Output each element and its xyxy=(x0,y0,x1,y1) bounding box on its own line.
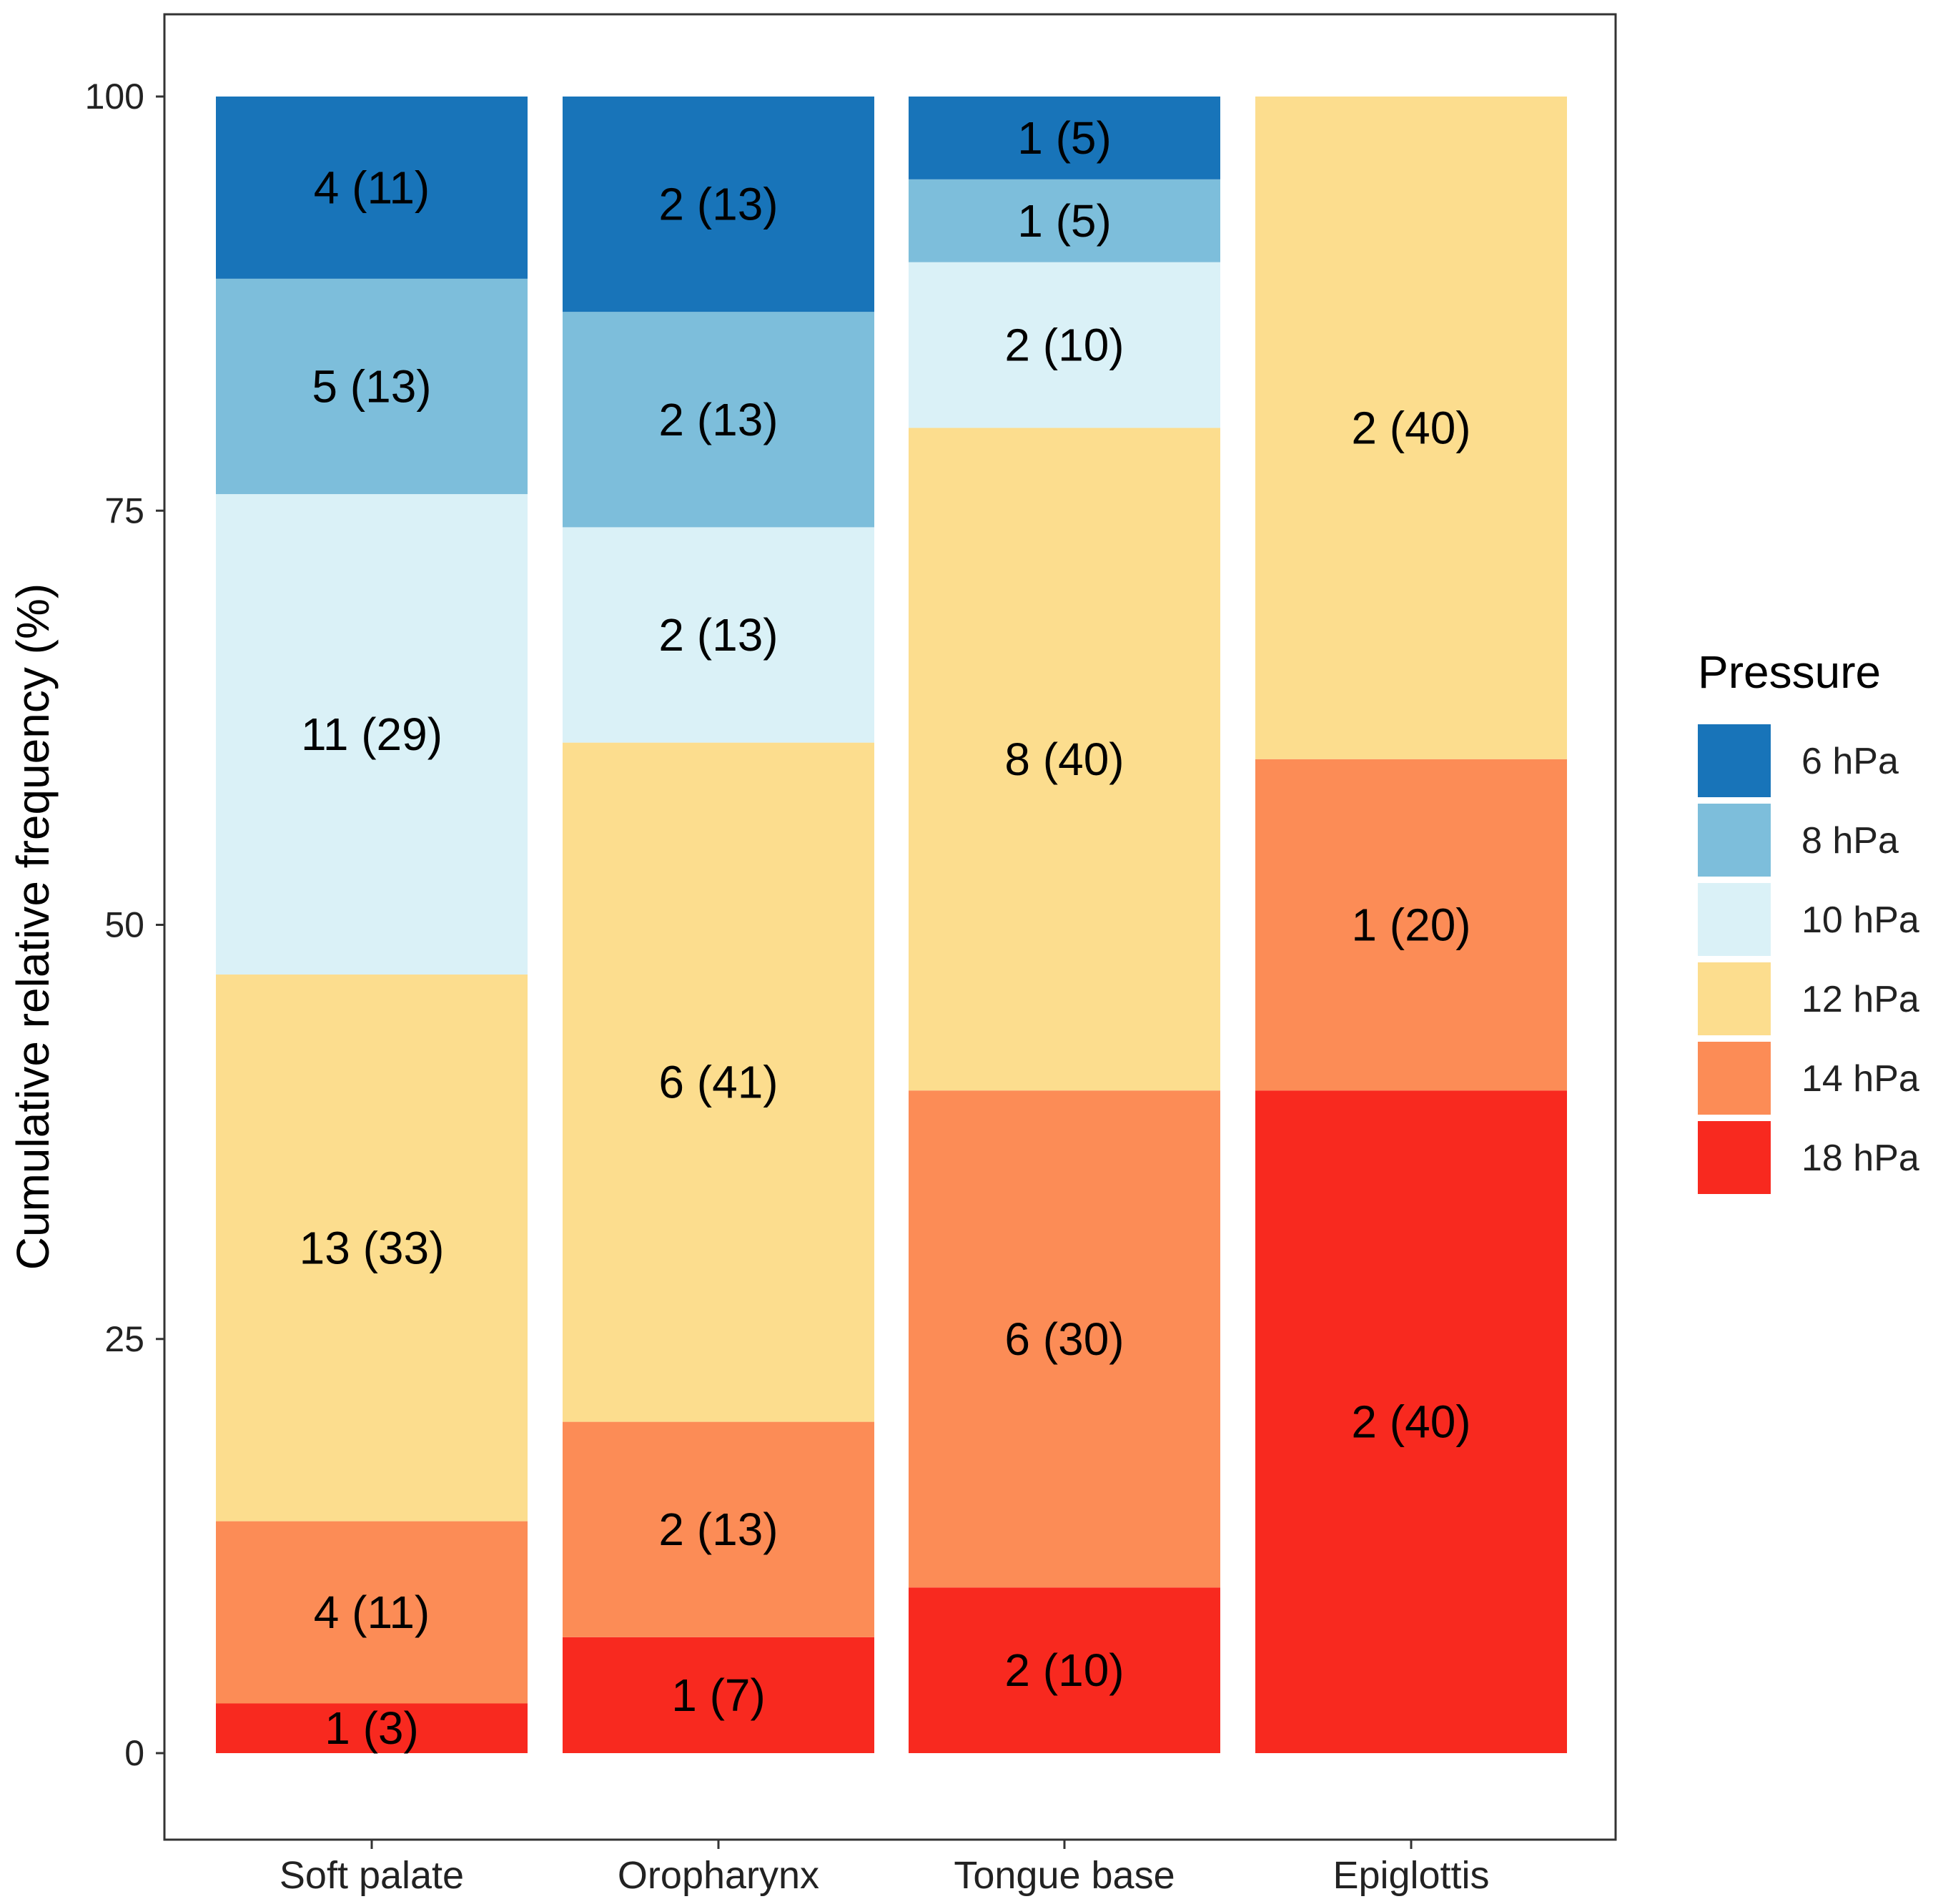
bar-label: 1 (5) xyxy=(1017,195,1112,247)
bar-segment-tongue-base-10hpa xyxy=(909,262,1220,428)
x-axis: Soft palate Oropharynx Tongue base Epiglott… xyxy=(280,1840,1490,1897)
bar-label: 6 (41) xyxy=(658,1057,778,1108)
bar-segment-oropharynx-8hpa xyxy=(563,312,874,528)
bar-label: 2 (13) xyxy=(658,609,778,661)
bar-segment-soft-palate-12hpa xyxy=(216,975,528,1521)
legend-label: 10 hPa xyxy=(1801,899,1919,941)
y-tick-label: 50 xyxy=(104,905,144,945)
bar-segment-tongue-base-12hpa xyxy=(909,428,1220,1091)
y-tick-label: 100 xyxy=(85,77,144,117)
bar-segment-epiglottis-12hpa xyxy=(1255,97,1567,759)
y-tick-label: 25 xyxy=(104,1319,144,1359)
bar-segment-tongue-base-6hpa xyxy=(909,97,1220,179)
legend-label: 6 hPa xyxy=(1801,741,1899,782)
bar-label: 2 (13) xyxy=(658,179,778,230)
bar-label: 1 (3) xyxy=(325,1702,419,1754)
bar-segment-soft-palate-10hpa xyxy=(216,494,528,975)
bar-label: 2 (13) xyxy=(658,394,778,445)
bar-label: 2 (10) xyxy=(1004,320,1124,371)
bar-label: 2 (10) xyxy=(1004,1644,1124,1696)
bar-segment-soft-palate-6hpa xyxy=(216,97,528,279)
bar-label: 6 (30) xyxy=(1004,1313,1124,1365)
x-tick-label: Epiglottis xyxy=(1333,1854,1489,1897)
plot-panel-border xyxy=(163,13,1617,1841)
bar-segment-oropharynx-12hpa xyxy=(563,742,874,1422)
bar-label: 5 (13) xyxy=(312,360,431,412)
bar-label: 1 (7) xyxy=(671,1669,766,1721)
legend-swatch xyxy=(1698,883,1771,956)
bar-label: 2 (40) xyxy=(1351,402,1470,453)
legend-swatch xyxy=(1698,1121,1771,1194)
bar-label: 8 (40) xyxy=(1004,734,1124,785)
bar-segment-oropharynx-10hpa xyxy=(563,527,874,743)
bars-layer xyxy=(216,97,1567,1753)
bar-segment-soft-palate-14hpa xyxy=(216,1521,528,1704)
bar-label: 1 (5) xyxy=(1017,112,1112,164)
bar-segment-epiglottis-14hpa xyxy=(1255,759,1567,1091)
bar-segment-oropharynx-6hpa xyxy=(563,97,874,312)
bar-segment-tongue-base-18hpa xyxy=(909,1587,1220,1753)
y-tick-label: 75 xyxy=(104,490,144,531)
legend-swatch xyxy=(1698,1042,1771,1115)
bar-segment-oropharynx-14hpa xyxy=(563,1421,874,1637)
bar-label: 13 (33) xyxy=(300,1222,445,1273)
bar-segment-oropharynx-18hpa xyxy=(563,1637,874,1753)
bar-labels-layer: 1 (3) 4 (11) 13 (33) 11 (29) 5 (13) 4 (11) 1 (… xyxy=(300,112,1471,1754)
legend-label: 12 hPa xyxy=(1801,979,1919,1020)
x-tick-label: Soft palate xyxy=(280,1854,464,1897)
bar-label: 1 (20) xyxy=(1351,899,1470,951)
x-tick-label: Tongue base xyxy=(954,1854,1175,1897)
legend-swatch xyxy=(1698,962,1771,1035)
legend-label: 18 hPa xyxy=(1801,1138,1919,1179)
bar-segment-soft-palate-18hpa xyxy=(216,1703,528,1753)
bar-segment-soft-palate-8hpa xyxy=(216,278,528,495)
legend-swatch xyxy=(1698,724,1771,797)
x-tick-label: Oropharynx xyxy=(618,1854,819,1897)
y-axis-title: Cumulative relative frequency (%) xyxy=(7,583,59,1270)
bar-segment-epiglottis-18hpa xyxy=(1255,1090,1567,1753)
bar-label: 2 (40) xyxy=(1351,1396,1470,1448)
bar-label: 4 (11) xyxy=(314,1587,430,1638)
legend-title: Pressure xyxy=(1698,646,1881,698)
legend-swatch xyxy=(1698,804,1771,877)
bar-segment-tongue-base-14hpa xyxy=(909,1090,1220,1588)
legend-label: 8 hPa xyxy=(1801,820,1899,862)
bar-label: 11 (29) xyxy=(301,709,443,760)
bar-label: 4 (11) xyxy=(314,162,430,213)
y-tick-label: 0 xyxy=(124,1733,144,1773)
bar-label: 2 (13) xyxy=(658,1504,778,1555)
y-axis: 0 25 50 75 100 xyxy=(85,77,164,1773)
bar-segment-tongue-base-8hpa xyxy=(909,179,1220,262)
legend-label: 14 hPa xyxy=(1801,1058,1919,1100)
legend: Pressure 6 hPa 8 hPa 10 hPa 12 hPa 14 hPa 18 … xyxy=(1698,646,1919,1194)
